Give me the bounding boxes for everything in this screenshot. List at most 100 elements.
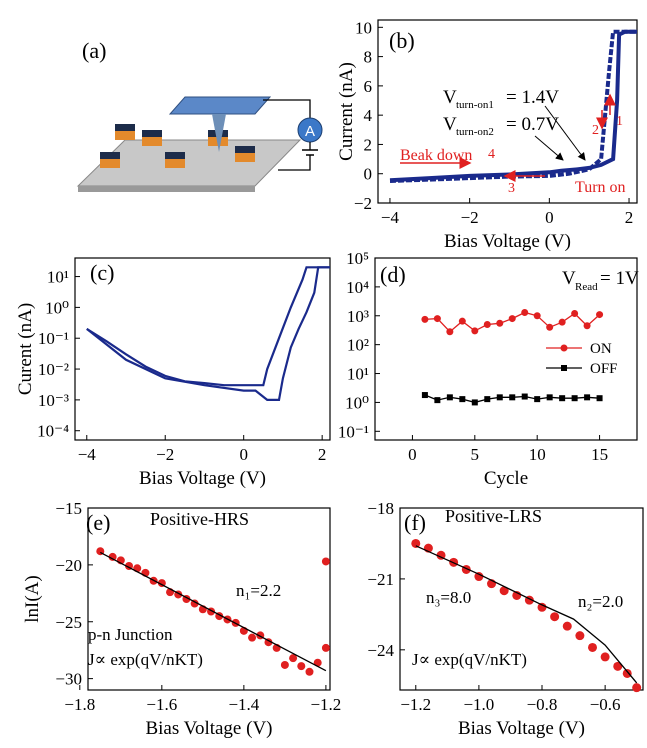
afm-tip — [212, 114, 226, 152]
arrow-number-4: 4 — [488, 147, 495, 162]
x-tick-label: −1.0 — [463, 695, 494, 714]
y-tick-label: −2 — [354, 194, 372, 213]
data-point — [622, 668, 632, 678]
plot-frame — [377, 19, 638, 204]
on-point — [483, 320, 491, 328]
panel-b: −4 −2 0 2 −2 0 2 4 6 8 10 Bias Voltage (V) Current (… — [336, 18, 638, 252]
panel-d: 0 5 10 15 10⁻¹ 10⁰ 10¹ 10² 10³ 10⁴ 10⁵ Cycle — [338, 249, 638, 489]
panel-a-label: (a) — [82, 38, 106, 63]
x-axis-label: Cycle — [484, 468, 528, 489]
data-point — [588, 642, 598, 652]
panel-f: −1.2 −1.0 −0.8 −0.6 −18 −21 −24 Bias Voltage (V… — [367, 499, 644, 739]
off-point — [521, 393, 528, 400]
data-point — [474, 572, 484, 582]
y-axis-label: Curent (nA) — [15, 303, 36, 395]
x-tick-label: 10 — [529, 445, 546, 464]
x-tick-label: −4 — [78, 445, 97, 464]
on-point — [458, 317, 466, 325]
vturnon2-subscript: turn-on2 — [456, 126, 494, 138]
on-point — [433, 315, 441, 323]
panel-c-label: (c) — [90, 260, 114, 285]
off-point — [434, 397, 441, 404]
plot-frame — [87, 507, 331, 691]
y-tick-label: 10⁻² — [38, 360, 69, 379]
vturnon2-symbol: V — [443, 114, 457, 135]
y-tick-label: 10³ — [347, 307, 369, 326]
arrow-number-1: 1 — [616, 114, 623, 129]
panel-e: −1.8 −1.6 −1.4 −1.2 −15 −20 −25 −30 Bias Voltage… — [22, 499, 341, 739]
off-point — [534, 396, 541, 403]
panel-a: (a) A — [76, 38, 323, 192]
data-point — [321, 557, 330, 566]
panel-f-title: Positive-LRS — [445, 506, 542, 526]
afm-cantilever — [168, 96, 272, 115]
off-point — [584, 394, 591, 401]
off-point — [596, 395, 603, 402]
panel-b-label: (b) — [389, 28, 415, 53]
data-point — [321, 643, 330, 652]
data-point — [600, 652, 610, 662]
y-axis-label: lnI(A) — [22, 575, 43, 622]
panel-e-annotations: (e) Positive-HRS n₁=2.2 p-n Junction J∝ … — [86, 509, 281, 669]
x-tick-label: −2 — [461, 208, 479, 227]
off-point — [571, 395, 578, 402]
legend-on-marker — [560, 344, 568, 352]
x-tick-label: −1.2 — [400, 695, 431, 714]
x-tick-label: 0 — [408, 445, 417, 464]
x-tick-label: −1.6 — [146, 695, 177, 714]
panel-b-annotations: (b) V turn-on1 = 1.4V V turn-on2 = 0.7V … — [389, 28, 626, 196]
y-tick-label: 10¹ — [47, 268, 69, 287]
x-tick-label: 2 — [625, 208, 634, 227]
off-point — [484, 396, 491, 403]
panel-f-equation: J∝ exp(qV/nKT) — [412, 650, 527, 669]
n3-label: n₃=8.0 — [426, 588, 471, 607]
x-tick-label: 0 — [545, 208, 554, 227]
data-point — [499, 586, 509, 596]
y-tick-label: −21 — [367, 570, 394, 589]
x-tick-label: 15 — [591, 445, 608, 464]
panel-e-title: Positive-HRS — [150, 509, 249, 529]
off-point — [459, 396, 466, 403]
y-tick-label: 0 — [364, 165, 373, 184]
x-tick-label: 2 — [318, 445, 327, 464]
data-point — [108, 552, 117, 561]
legend-on-label: ON — [590, 341, 612, 357]
y-tick-label: 10⁻¹ — [338, 422, 369, 441]
legend-off-marker — [561, 365, 567, 371]
on-point — [471, 327, 479, 335]
x-tick-label: −1.4 — [228, 695, 259, 714]
vread-symbol: V — [562, 268, 576, 289]
vturnon2-value: = 0.7V — [506, 114, 559, 135]
y-tick-label: 10⁻³ — [38, 391, 69, 410]
x-tick-label: −0.6 — [590, 695, 621, 714]
n2-label: n₂=2.0 — [578, 592, 623, 611]
data-point — [550, 612, 560, 622]
x-axis-label: Bias Voltage (V) — [458, 718, 585, 739]
x-tick-label: 5 — [471, 445, 480, 464]
on-point — [596, 311, 604, 319]
x-axis-label: Bias Voltage (V) — [139, 468, 266, 489]
on-point — [421, 315, 429, 323]
vread-value: = 1V — [600, 268, 639, 289]
on-point — [446, 328, 454, 336]
data-point — [537, 602, 547, 612]
y-tick-label: 4 — [364, 106, 373, 125]
y-tick-label: 10⁻⁴ — [37, 422, 69, 441]
vturnon1-symbol: V — [443, 87, 457, 108]
y-tick-label: 10¹ — [347, 365, 369, 384]
y-axis-label: Current (nA) — [336, 62, 357, 161]
fit-line — [415, 545, 638, 684]
off-point — [471, 399, 478, 406]
data-point — [248, 633, 257, 642]
substrate-edge — [78, 186, 255, 192]
turnon-label: Turn on — [575, 179, 626, 196]
on-point — [496, 319, 504, 327]
y-tick-label: 10² — [347, 336, 369, 355]
data-point — [613, 661, 623, 671]
y-tick-label: 10⁰ — [345, 393, 369, 412]
data-point — [562, 621, 572, 631]
iv-sweep-2 — [389, 29, 637, 183]
legend-off-label: OFF — [590, 361, 618, 377]
off-point — [496, 394, 503, 401]
vturnon1-subscript: turn-on1 — [456, 99, 494, 111]
